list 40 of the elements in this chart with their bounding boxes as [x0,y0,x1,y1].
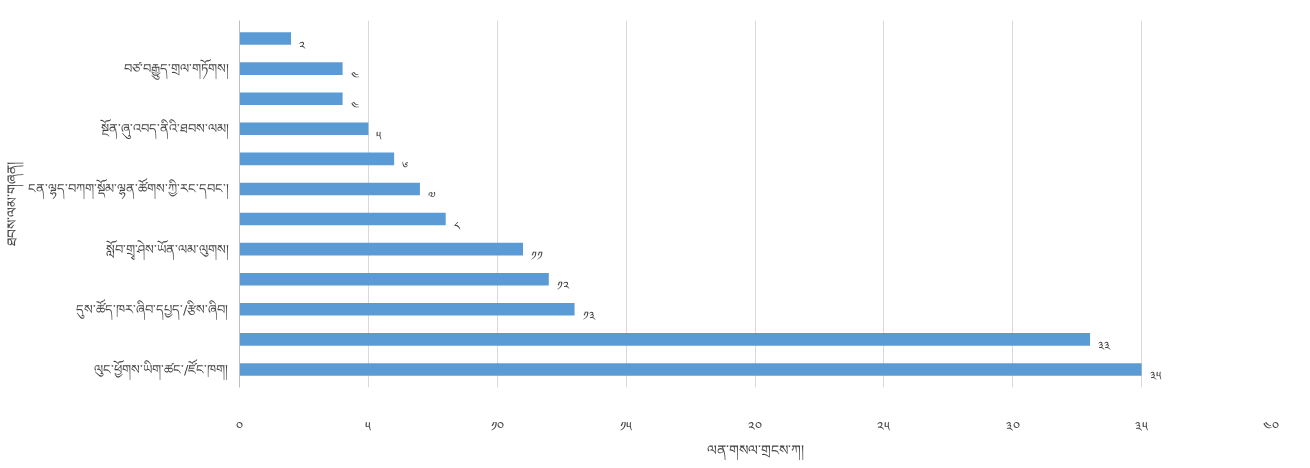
data-label: ༤ [350,68,359,83]
bar [239,32,292,45]
data-label: ༤ [350,98,359,113]
x-tick-label: ༤༠ [1262,418,1279,434]
x-tick-label: ༡༥ [620,418,633,434]
bar [239,62,343,75]
y-tick-label: སྔོན་ཞུ་འབད་ནིའི་ཐབས་ལམ། [99,118,229,141]
y-tick-label: དུས་ཚོད་ཁར་ཞིབ་དཔྱད་/རྩིས་ཞིབ། [76,297,229,321]
data-label: ༧ [427,188,436,203]
x-tick-label: ༣༠ [1005,418,1020,434]
bar [239,92,343,106]
data-label: ༡༡ [531,249,544,264]
bar [239,122,369,136]
bar [239,182,420,196]
x-tick-label: ༣༥ [1135,418,1149,434]
x-tick-label: ༡༠ [490,418,504,434]
y-tick-label: ངན་ལྷད་བཀག་སྡོམ་ལྷན་ཚོགས་ཀྱི་རང་དབང་། [27,177,229,201]
y-tick-label: ལུང་ཕྱོགས་ཡིག་ཚང་/ཛོང་ཁག། [94,357,229,381]
bar [239,212,446,226]
y-tick-label: བཙ་བརྒྱུད་གྲལ་གཏོགས། [123,58,229,81]
data-label: ༢ [299,38,307,53]
bar [239,272,549,286]
data-label: ༡༢ [556,279,570,294]
bar [239,242,524,256]
x-tick-label: ༢༥ [877,418,891,434]
bar [239,302,575,316]
y-axis-title: ཐབས་ལམ་གཞན། [3,162,24,246]
data-label: ༦ [402,158,409,173]
bar [239,363,1142,376]
data-label: ༥ [376,128,383,143]
data-label: ༣༣ [1098,339,1112,354]
bar [239,333,1091,346]
y-tick-label: སློབ་གྲྭ་ཤེས་ཡོན་ལམ་ལུགས། [105,238,229,261]
bar [239,152,395,166]
data-label: ༡༣ [582,309,596,324]
data-label: ༣༥ [1149,369,1162,384]
x-tick-label: ༢༠ [748,418,762,434]
x-tick-label: ༠ [236,418,243,434]
x-tick-label: ༥ [365,418,372,434]
data-label: ༨ [453,219,461,234]
